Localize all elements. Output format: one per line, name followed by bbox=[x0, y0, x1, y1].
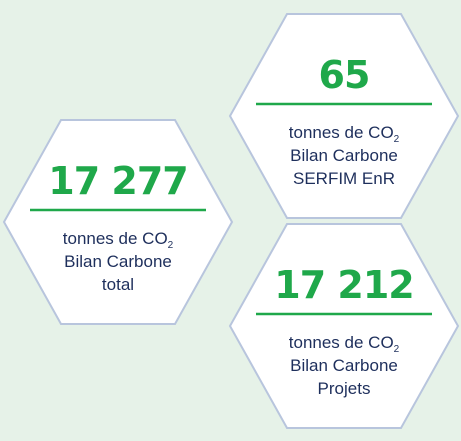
unit-text: tonnes de CO bbox=[63, 229, 168, 248]
hexagon bbox=[228, 13, 460, 219]
value: 65 bbox=[319, 53, 370, 97]
unit-subscript: 2 bbox=[394, 344, 400, 355]
label-line: Projets bbox=[318, 379, 371, 398]
hexagon bbox=[228, 223, 460, 429]
unit-text: tonnes de CO bbox=[289, 333, 394, 352]
unit: tonnes de CO2 bbox=[63, 229, 174, 251]
unit-subscript: 2 bbox=[394, 134, 400, 145]
label-line: Bilan Carbone bbox=[290, 146, 398, 165]
label-line: SERFIM EnR bbox=[293, 169, 395, 188]
label-line: total bbox=[102, 275, 134, 294]
value: 17 212 bbox=[274, 263, 413, 307]
unit-text: tonnes de CO bbox=[289, 123, 394, 142]
value: 17 277 bbox=[48, 159, 187, 203]
unit-subscript: 2 bbox=[168, 240, 174, 251]
hexagon bbox=[2, 119, 234, 325]
unit: tonnes de CO2 bbox=[289, 333, 400, 355]
unit: tonnes de CO2 bbox=[289, 123, 400, 145]
label-line: Bilan Carbone bbox=[64, 252, 172, 271]
label-line: Bilan Carbone bbox=[290, 356, 398, 375]
